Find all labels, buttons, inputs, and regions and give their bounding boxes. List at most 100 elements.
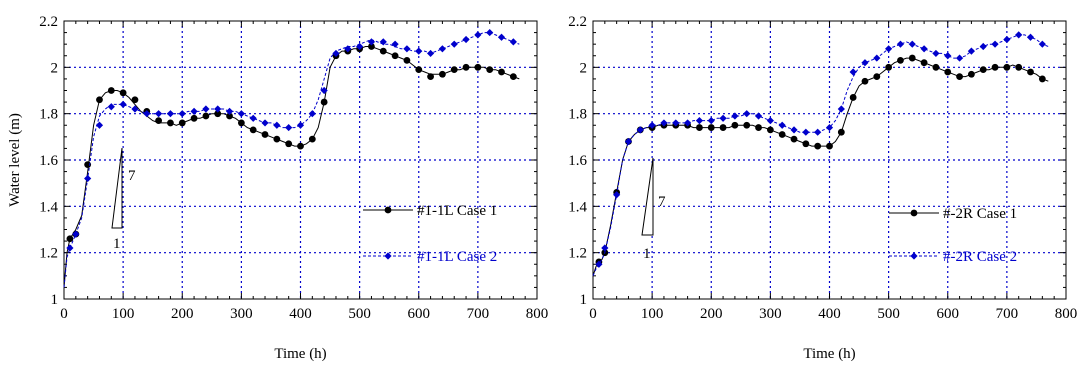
x-tick-label: 200 [700, 306, 723, 322]
data-point [1038, 40, 1046, 48]
data-point [814, 142, 822, 150]
data-point [944, 68, 952, 76]
data-point [427, 73, 434, 80]
data-point [190, 107, 198, 115]
data-point [601, 244, 609, 252]
data-point [107, 103, 115, 111]
x-tick-label: 500 [877, 306, 900, 322]
data-point [119, 100, 127, 108]
data-point [450, 40, 458, 48]
x-tick-label: 0 [60, 306, 68, 322]
data-point [509, 73, 517, 80]
data-point [648, 121, 656, 129]
data-point [695, 117, 704, 125]
data-point [932, 49, 940, 58]
data-point [743, 110, 751, 118]
y-tick-label: 2.2 [39, 14, 58, 30]
slope-rise-label: 7 [658, 194, 666, 210]
data-point [731, 112, 739, 120]
y-tick-label: 1.4 [568, 199, 587, 215]
data-point [1015, 63, 1023, 71]
data-point [1003, 63, 1011, 71]
y-tick-label: 1.8 [568, 107, 587, 123]
data-point [778, 121, 786, 129]
data-point [320, 98, 328, 106]
data-point [595, 260, 603, 268]
data-point [143, 110, 151, 118]
data-point [415, 47, 423, 55]
x-axis-label: Time (h) [803, 346, 855, 362]
x-axis-label: Time (h) [274, 346, 326, 362]
data-point [754, 112, 763, 120]
legend-marker [384, 252, 392, 260]
data-point [1015, 31, 1023, 39]
data-point [178, 119, 186, 127]
data-point [66, 244, 74, 252]
x-tick-label: 500 [348, 306, 371, 322]
data-point [486, 28, 494, 37]
data-point [719, 114, 727, 122]
slope-run-label: 1 [643, 246, 651, 262]
slope-rise-label: 7 [128, 168, 136, 184]
data-point [1038, 75, 1046, 83]
data-point [202, 105, 210, 113]
legend-entry: #1-1L Case 2 [417, 249, 497, 265]
data-point [214, 110, 222, 118]
data-point [403, 45, 411, 53]
data-point [1003, 35, 1011, 44]
legend-marker [384, 206, 392, 214]
data-point [509, 38, 517, 46]
data-point [403, 56, 411, 64]
data-point [379, 38, 387, 46]
data-point [226, 112, 233, 120]
y-tick-label: 1 [51, 292, 59, 308]
data-point [660, 119, 668, 127]
y-tick-label: 2 [51, 60, 59, 76]
data-point [261, 119, 269, 127]
data-point [885, 63, 893, 71]
data-point [131, 105, 139, 113]
data-point [167, 119, 174, 127]
data-point [237, 119, 245, 127]
data-point [450, 66, 458, 74]
y-tick-label: 1.6 [39, 153, 58, 169]
x-tick-label: 100 [641, 306, 664, 322]
data-point [225, 107, 234, 115]
data-point [707, 117, 715, 125]
data-point [497, 33, 506, 41]
data-point [896, 40, 905, 48]
data-point [908, 40, 916, 48]
data-point [991, 63, 999, 71]
data-point [743, 121, 751, 129]
legend-entry: #-2R Case 1 [943, 206, 1017, 222]
series-2 [592, 31, 1049, 276]
data-point [66, 235, 74, 243]
data-point [308, 110, 316, 118]
y-axis-label: Water level (m) [7, 113, 23, 207]
data-point [285, 123, 293, 132]
data-point [379, 47, 387, 55]
data-point [155, 117, 163, 125]
data-point [967, 47, 975, 55]
data-point [849, 94, 857, 101]
data-point [908, 54, 916, 62]
y-tick-label: 1.4 [39, 199, 58, 215]
data-point [672, 119, 680, 127]
data-point [84, 174, 92, 183]
x-tick-label: 300 [759, 306, 782, 322]
data-point [719, 124, 727, 131]
data-point [873, 54, 881, 62]
data-point [486, 66, 494, 74]
data-point [391, 40, 399, 48]
data-point [920, 59, 928, 67]
legend-entry: #-2R Case 2 [943, 249, 1017, 265]
chart-panel-2: 0 100 200 300 400 500 600 700 800 1 1.2 1.4 1.6 1.8 2 2… [568, 14, 1077, 362]
slope-triangle [641, 157, 654, 236]
data-point [131, 96, 139, 104]
series-line [592, 57, 1049, 276]
data-point [897, 56, 904, 64]
data-point [991, 40, 999, 48]
series-2 [63, 28, 520, 288]
data-point [261, 131, 269, 138]
data-point [474, 63, 482, 71]
